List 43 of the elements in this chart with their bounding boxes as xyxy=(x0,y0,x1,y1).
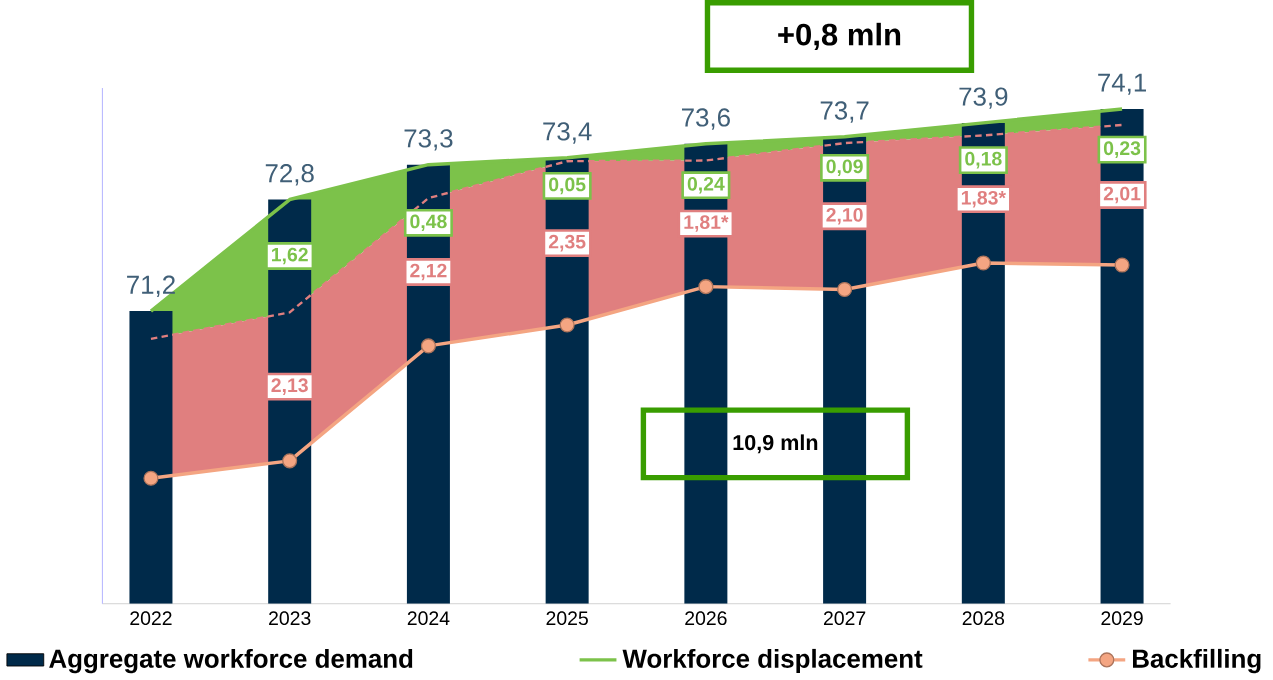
x-tick-label: 2025 xyxy=(546,611,588,626)
annotation: 1,83* xyxy=(961,191,1006,208)
annotation: 2,01 xyxy=(1103,186,1141,204)
point xyxy=(1114,257,1130,273)
data-label: 72,8 xyxy=(265,164,314,186)
point xyxy=(975,255,991,271)
text: +0,8 mln xyxy=(778,23,901,51)
annotation: 0,05 xyxy=(549,177,586,195)
x-tick-label: 2024 xyxy=(407,611,450,626)
data-label: 74,1 xyxy=(1098,73,1146,96)
x-tick-label: 2028 xyxy=(962,611,1005,626)
point xyxy=(698,279,714,295)
annotation: 0,18 xyxy=(965,152,1002,169)
x-tick-label: 2029 xyxy=(1101,611,1143,626)
annotation: 2,10 xyxy=(826,208,863,225)
annotation: 1,62 xyxy=(272,247,308,265)
point xyxy=(282,453,298,469)
x-tick-label: 2023 xyxy=(269,611,311,626)
annotation: 0,09 xyxy=(826,159,863,177)
annotation: 0,48 xyxy=(410,214,447,232)
data-label: 73,7 xyxy=(820,101,869,123)
point xyxy=(837,282,853,298)
legend-label: Backfilling xyxy=(1133,649,1261,674)
x-tick-label: 2022 xyxy=(130,611,172,626)
legend-label: Aggregate workforce demand xyxy=(49,649,413,674)
data-label: 71,2 xyxy=(127,275,175,298)
annotation: 2,35 xyxy=(548,235,586,252)
data-label: 73,4 xyxy=(543,122,592,144)
x-tick-label: 2026 xyxy=(685,611,727,626)
annotation: 0,23 xyxy=(1103,141,1141,159)
data-label: 73,6 xyxy=(682,108,730,130)
point xyxy=(559,317,575,333)
data-label: 73,9 xyxy=(959,87,1008,110)
point xyxy=(143,470,159,487)
annotation: 1,81* xyxy=(684,215,729,233)
point xyxy=(420,338,436,354)
legend-label: Workforce displacement xyxy=(622,649,923,674)
annotation: 2,13 xyxy=(271,378,308,396)
data-label: 73,3 xyxy=(404,129,453,151)
annotation: 2,12 xyxy=(410,263,447,281)
x-tick-label: 2027 xyxy=(823,611,866,626)
annotation: 0,24 xyxy=(687,177,725,194)
annotation: 10,9 mln xyxy=(733,434,818,454)
